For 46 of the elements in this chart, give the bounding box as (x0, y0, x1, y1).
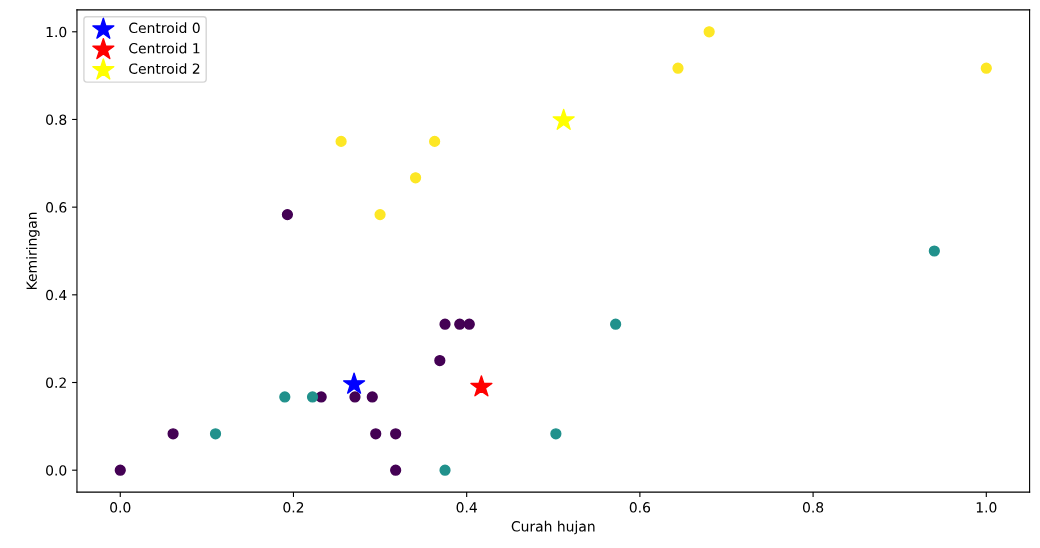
point (281, 208, 294, 221)
point (390, 428, 402, 440)
x-tick-label: 0.4 (456, 502, 477, 513)
point (439, 318, 451, 330)
point (114, 464, 126, 476)
legend-label: Centroid 0 (129, 22, 200, 34)
point (335, 135, 347, 147)
y-tick-label: 0.8 (46, 114, 67, 125)
y-tick-label: 0.2 (46, 377, 66, 388)
point (409, 172, 422, 184)
y-tick-label: 1.0 (46, 26, 67, 38)
point (980, 62, 992, 74)
point (434, 354, 446, 367)
legend-label: Centroid 1 (129, 42, 200, 54)
x-tick-label: 0.6 (629, 502, 651, 513)
x-tick-label: 0.8 (802, 502, 824, 513)
point (928, 245, 940, 257)
point (279, 391, 291, 403)
y-tick-label: 0.4 (46, 289, 67, 301)
point (167, 428, 179, 440)
point (370, 428, 382, 440)
point (366, 391, 378, 403)
point (349, 391, 361, 403)
legend-label: Centroid 2 (129, 63, 200, 74)
point (429, 135, 441, 147)
point (454, 318, 466, 330)
y-tick-label: 0.0 (46, 465, 67, 476)
point (209, 428, 222, 440)
y-tick-label: 0.6 (46, 202, 67, 213)
point (374, 208, 386, 221)
point (672, 62, 684, 74)
point (703, 26, 715, 38)
point (610, 318, 622, 330)
x-tick-label: 1.0 (976, 502, 997, 513)
point (552, 108, 575, 130)
point (342, 372, 366, 394)
point (306, 391, 319, 403)
point (470, 375, 493, 397)
point (439, 464, 451, 476)
x-tick-label: 0.0 (110, 502, 131, 513)
y-axis-title: Kemiringan (26, 212, 40, 290)
point (550, 428, 562, 440)
point (463, 318, 475, 330)
x-axis-title: Curah hujan (511, 520, 595, 535)
point (390, 464, 402, 476)
x-tick-label: 0.2 (283, 502, 304, 513)
